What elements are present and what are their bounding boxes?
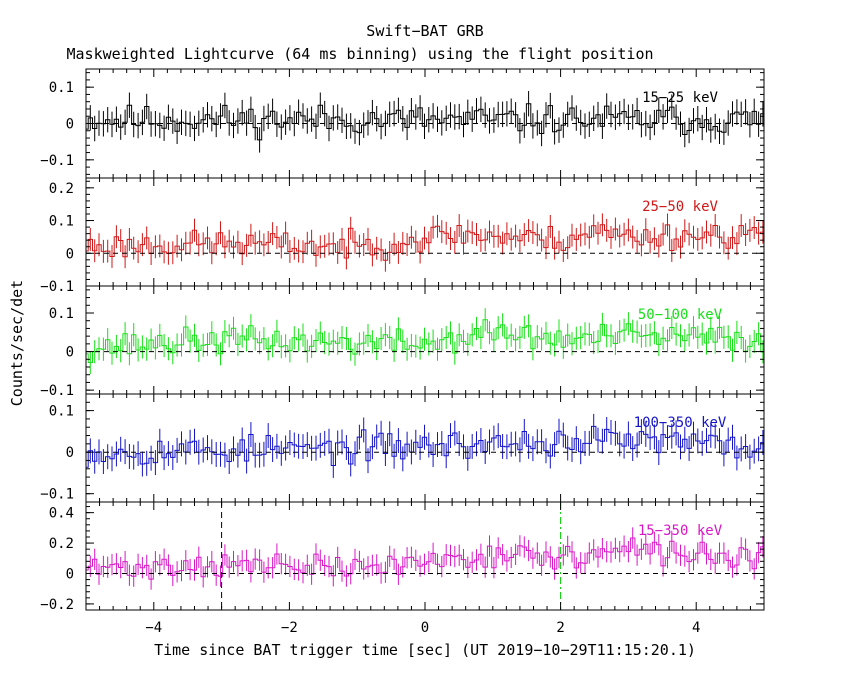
panel-3: −0.1 0 0.1 50−100 keV xyxy=(40,285,765,399)
y-tick-label: 0 xyxy=(66,445,74,461)
panel-5: −0.2 0 0.2 0.4 15−350 keV xyxy=(40,501,765,613)
y-tick-label: 0.1 xyxy=(49,214,74,230)
chart-subtitle: Maskweighted Lightcurve (64 ms binning) … xyxy=(67,45,654,63)
y-tick-label: −0.1 xyxy=(40,153,74,169)
x-tick-label: 0 xyxy=(421,620,429,636)
plot-area: −0.100.115−25 keV−0.100.10.225−50 keV−0.… xyxy=(40,68,765,636)
y-tick-label: 0.4 xyxy=(49,506,74,522)
y-tick-label: 0.2 xyxy=(49,181,74,197)
panel-3-band-label: 50−100 keV xyxy=(638,307,723,323)
y-tick-label: 0 xyxy=(66,345,74,361)
panel-4-band-label: 100−350 keV xyxy=(634,415,727,431)
panel-3-series-line xyxy=(86,319,764,363)
y-tick-label: 0 xyxy=(66,246,74,262)
panel-2: −0.1 0 0.1 0.2 25−50 keV xyxy=(40,177,765,295)
x-tick-label: 4 xyxy=(692,620,700,636)
y-tick-label: 0.1 xyxy=(49,80,74,96)
panel-4: −0.1 0 0.1 100−350 keV xyxy=(40,393,765,503)
panel-1-band-label: 15−25 keV xyxy=(642,90,718,106)
y-tick-label: 0.1 xyxy=(49,306,74,322)
panel-2-band-label: 25−50 keV xyxy=(642,199,718,215)
chart-title: Swift−BAT GRB xyxy=(366,22,483,40)
x-tick-label: −2 xyxy=(281,620,298,636)
y-tick-label: 0 xyxy=(66,117,74,133)
y-tick-label: 0 xyxy=(66,566,74,582)
panel-1: −0.1 0 0.1 15−25 keV xyxy=(40,68,765,179)
y-tick-label: −0.1 xyxy=(40,383,74,399)
x-axis-label: Time since BAT trigger time [sec] (UT 20… xyxy=(154,641,696,659)
y-tick-label: −0.1 xyxy=(40,279,74,295)
panel-5-band-label: 15−350 keV xyxy=(638,523,723,539)
panel-2-series-line xyxy=(86,224,764,261)
y-tick-label: 0.1 xyxy=(49,404,74,420)
y-tick-label: −0.2 xyxy=(40,597,74,613)
y-axis-label: Counts/sec/det xyxy=(8,280,26,406)
x-tick-label: 2 xyxy=(556,620,564,636)
panel-5-series-line xyxy=(86,537,764,580)
y-tick-label: −0.1 xyxy=(40,487,74,503)
x-tick-label: −4 xyxy=(145,620,162,636)
y-tick-label: 0.2 xyxy=(49,536,74,552)
